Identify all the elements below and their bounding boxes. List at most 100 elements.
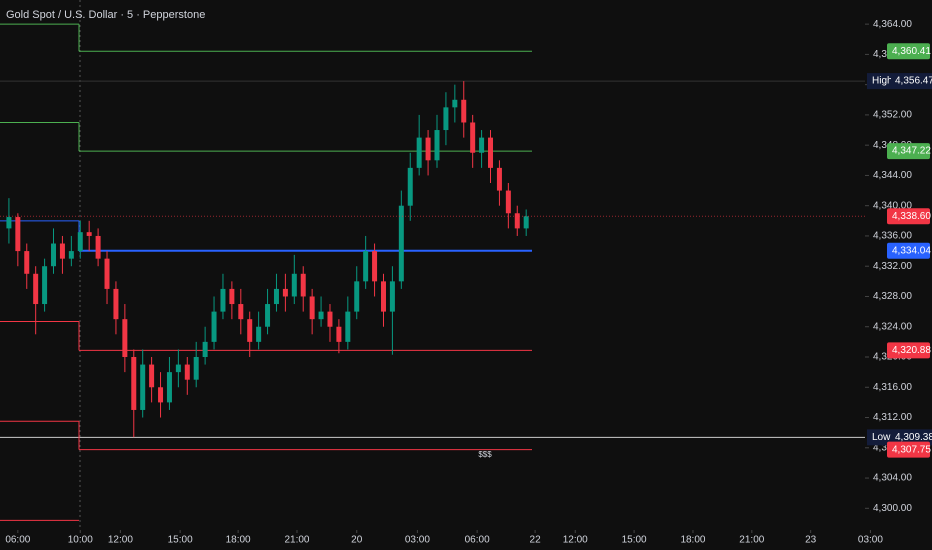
candle-body (95, 235, 101, 259)
y-tick-label: 4,304.00 (873, 473, 912, 484)
level-value: 4,320.88 (892, 345, 931, 356)
level-value: 4,334.04 (892, 245, 931, 256)
candle-body (122, 319, 128, 357)
candle-body (77, 232, 83, 252)
candle-body (488, 137, 494, 168)
candle-body (363, 251, 369, 282)
candle-body (380, 281, 386, 312)
candle-body (229, 288, 235, 305)
y-tick-label: 4,328.00 (873, 291, 912, 302)
candle-body (327, 311, 333, 327)
x-tick-label: 03:00 (405, 535, 430, 546)
candle-body (318, 311, 324, 320)
candle-body (345, 311, 351, 342)
high-badge (891, 73, 932, 90)
candle-body (265, 304, 271, 327)
candle-body (479, 137, 485, 153)
last-price-badge (887, 208, 930, 225)
y-tick-label: 4,364.00 (873, 19, 912, 30)
y-tick-label: 4,324.00 (873, 321, 912, 332)
annotation: $$$ (478, 450, 492, 459)
candle-body (470, 122, 476, 153)
candle-body (514, 213, 520, 229)
candle-body (140, 364, 146, 410)
candle-body (425, 137, 431, 161)
candle-body (398, 205, 404, 282)
high-value: 4,356.47 (895, 76, 932, 87)
x-tick-label: 06:00 (5, 535, 30, 546)
candle-body (113, 288, 119, 320)
candle-body (256, 326, 262, 342)
y-tick-label: 4,300.00 (873, 503, 912, 514)
x-tick-label: 21:00 (739, 535, 764, 546)
y-tick-label: 4,316.00 (873, 382, 912, 393)
level-value: 4,360.41 (892, 46, 931, 57)
x-tick-label: 15:00 (168, 535, 193, 546)
x-tick-label: 18:00 (680, 535, 705, 546)
candle-body (33, 273, 39, 305)
candle-body (202, 341, 208, 357)
candle-body (131, 357, 137, 410)
low-badge (891, 429, 932, 446)
x-tick-label: 15:00 (622, 535, 647, 546)
level-badge (887, 143, 930, 160)
candle-body (282, 288, 288, 297)
high-label: High (872, 76, 893, 87)
candle-body (104, 258, 110, 289)
candle-body (416, 137, 422, 168)
y-tick-label: 4,332.00 (873, 261, 912, 272)
x-tick-label: 06:00 (465, 535, 490, 546)
level-value: 4,347.22 (892, 146, 931, 157)
low-value: 4,309.38 (895, 432, 932, 443)
x-tick-label: 22 (530, 535, 542, 546)
candle-body (372, 251, 378, 282)
level-badge (887, 342, 930, 359)
candle-body (166, 372, 172, 403)
x-tick-label: 03:00 (858, 535, 883, 546)
y-tick-label: 4,340.00 (873, 200, 912, 211)
candle-body (24, 251, 30, 274)
high-tag (867, 73, 891, 90)
level-badge (887, 441, 930, 458)
candle-body (220, 288, 226, 312)
candle-body (523, 216, 529, 229)
candle-body (42, 266, 48, 305)
y-tick-label: 4,336.00 (873, 231, 912, 242)
candle-body (6, 217, 12, 229)
candle-body (389, 281, 395, 312)
candle-body (336, 326, 342, 342)
level-badge (887, 242, 930, 259)
y-tick-label: 4,312.00 (873, 412, 912, 423)
candle-body (273, 288, 279, 305)
candle-body (149, 364, 155, 388)
x-tick-label: 12:00 (563, 535, 588, 546)
last-price-value: 4,338.60 (892, 211, 931, 222)
candle-body (309, 296, 315, 320)
x-tick-label: 20 (351, 535, 363, 546)
candle-body (184, 364, 190, 380)
candle-body (68, 251, 74, 259)
low-tag (867, 429, 891, 446)
candle-body (193, 357, 199, 380)
chart-title: Gold Spot / U.S. Dollar · 5 · Pepperston… (6, 9, 205, 21)
level-value: 4,307.75 (892, 444, 931, 455)
x-tick-label: 10:00 (68, 535, 93, 546)
x-tick-label: 21:00 (284, 535, 309, 546)
candle-body (452, 99, 458, 108)
candle-body (505, 190, 511, 214)
level-badge (887, 43, 930, 60)
x-tick-label: 12:00 (108, 535, 133, 546)
y-tick-label: 4,344.00 (873, 170, 912, 181)
candle-body (175, 364, 181, 373)
candle-body (51, 243, 57, 267)
candle-body (300, 273, 306, 297)
candle-body (86, 232, 92, 236)
candle-body (407, 167, 413, 206)
candle-body (461, 99, 467, 123)
candle-body (211, 311, 217, 342)
candle-body (434, 130, 440, 161)
low-label: Low (872, 432, 891, 443)
candle-body (291, 273, 297, 297)
